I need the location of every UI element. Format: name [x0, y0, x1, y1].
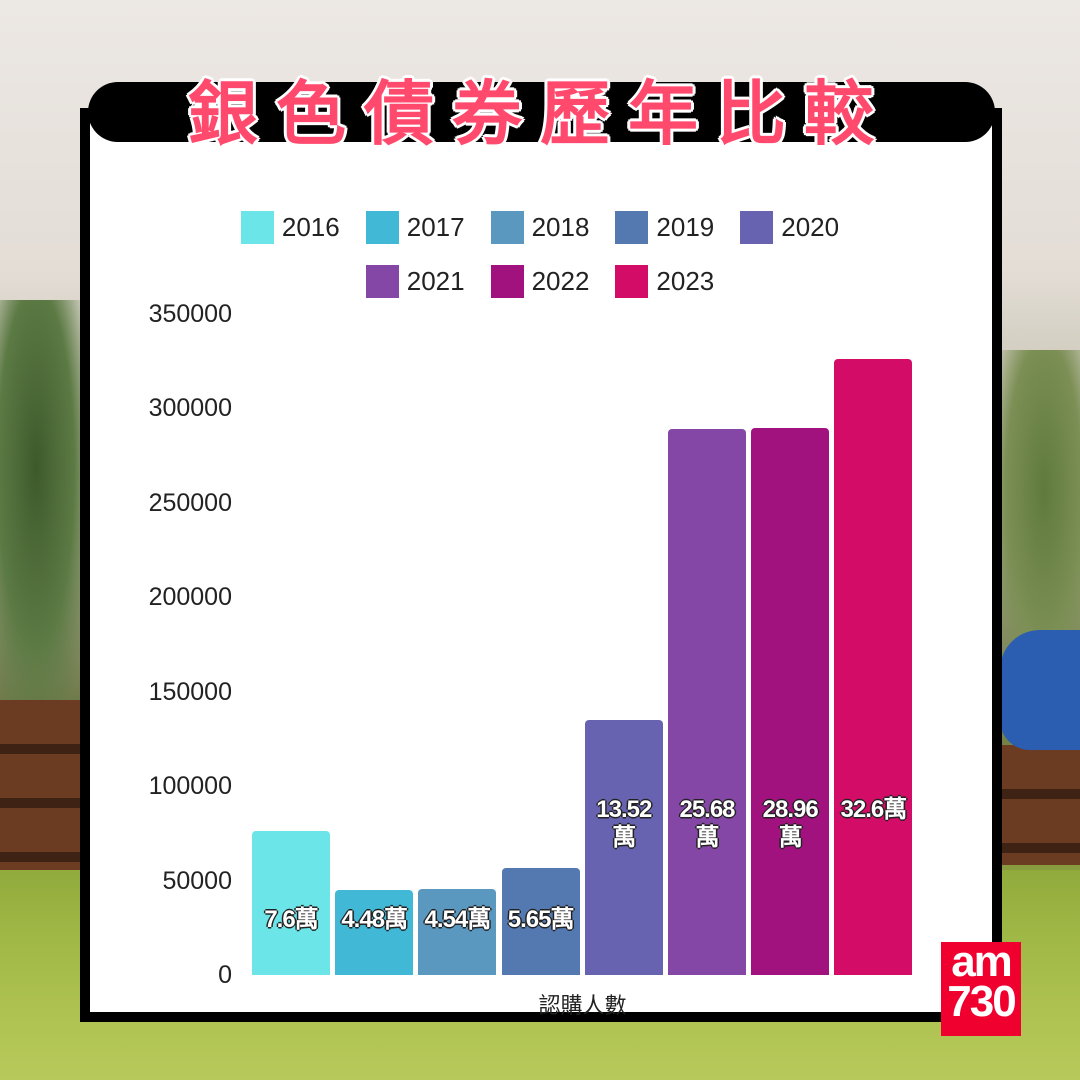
bar-2017	[335, 890, 414, 975]
data-label-2020: 13.52萬	[596, 796, 652, 851]
legend-swatch	[365, 265, 399, 298]
background-person	[1000, 630, 1080, 750]
x-axis-label: 認購人數	[538, 993, 627, 1018]
am730-logo: am 730	[941, 940, 1021, 1036]
data-label-2022: 28.96萬	[762, 796, 819, 851]
background-bench	[0, 700, 90, 870]
bar-2021	[668, 429, 746, 975]
legend-swatch	[615, 265, 649, 298]
data-label-2021: 25.68萬	[679, 796, 735, 851]
legend-item-2018: 2018	[490, 211, 590, 244]
legend-item-2021: 2021	[365, 265, 465, 298]
legend-row-2: 2021 2022 2023	[0, 265, 1080, 298]
legend-label: 2019	[656, 212, 715, 242]
y-tick-label: 350000	[148, 300, 232, 328]
y-tick-label: 50000	[162, 866, 232, 895]
y-tick-label: 100000	[148, 772, 232, 801]
chart-title: 銀色債券歷年比較	[188, 75, 892, 153]
bar-2023	[834, 359, 913, 975]
bar-2016	[252, 831, 330, 975]
legend-item-2022: 2022	[490, 265, 590, 298]
legend-item-2023: 2023	[615, 265, 714, 298]
y-tick-label: 300000	[148, 394, 232, 423]
legend-label: 2017	[406, 212, 465, 242]
legend-label: 2020	[781, 212, 840, 242]
legend-item-2020: 2020	[740, 211, 839, 244]
title-bar	[88, 82, 995, 142]
legend-item-2016: 2016	[240, 211, 340, 244]
bar-2018	[418, 889, 497, 975]
legend-swatch	[490, 211, 524, 244]
data-label-2023: 32.6萬	[840, 796, 908, 823]
y-tick-label: 150000	[148, 677, 232, 706]
bar-2022	[751, 428, 830, 975]
legend-label: 2022	[531, 266, 590, 296]
legend-label: 2018	[531, 212, 590, 242]
legend-swatch	[365, 211, 399, 244]
data-label-2016: 7.6萬	[264, 906, 318, 933]
y-tick-label: 200000	[148, 583, 232, 612]
legend-item-2017: 2017	[365, 211, 465, 244]
bar-2019	[501, 868, 580, 975]
y-tick-label: 250000	[148, 488, 232, 517]
data-label-2018: 4.54萬	[424, 906, 492, 933]
legend-swatch	[490, 265, 524, 298]
data-label-2019: 5.65萬	[507, 906, 575, 933]
background-trees	[0, 300, 90, 720]
legend-swatch	[740, 211, 774, 244]
legend-label: 2016	[281, 212, 340, 242]
bar-2020	[584, 719, 663, 975]
legend-row-1: 2016 2017 2018 2019 2020	[0, 211, 1080, 244]
data-label-2017: 4.48萬	[341, 906, 408, 933]
background-bench	[990, 745, 1080, 865]
legend-item-2019: 2019	[615, 211, 714, 244]
legend-swatch	[615, 211, 649, 244]
legend-swatch	[240, 211, 274, 244]
y-tick-label: 0	[218, 961, 232, 989]
legend-label: 2023	[656, 266, 715, 296]
legend-label: 2021	[406, 266, 465, 296]
